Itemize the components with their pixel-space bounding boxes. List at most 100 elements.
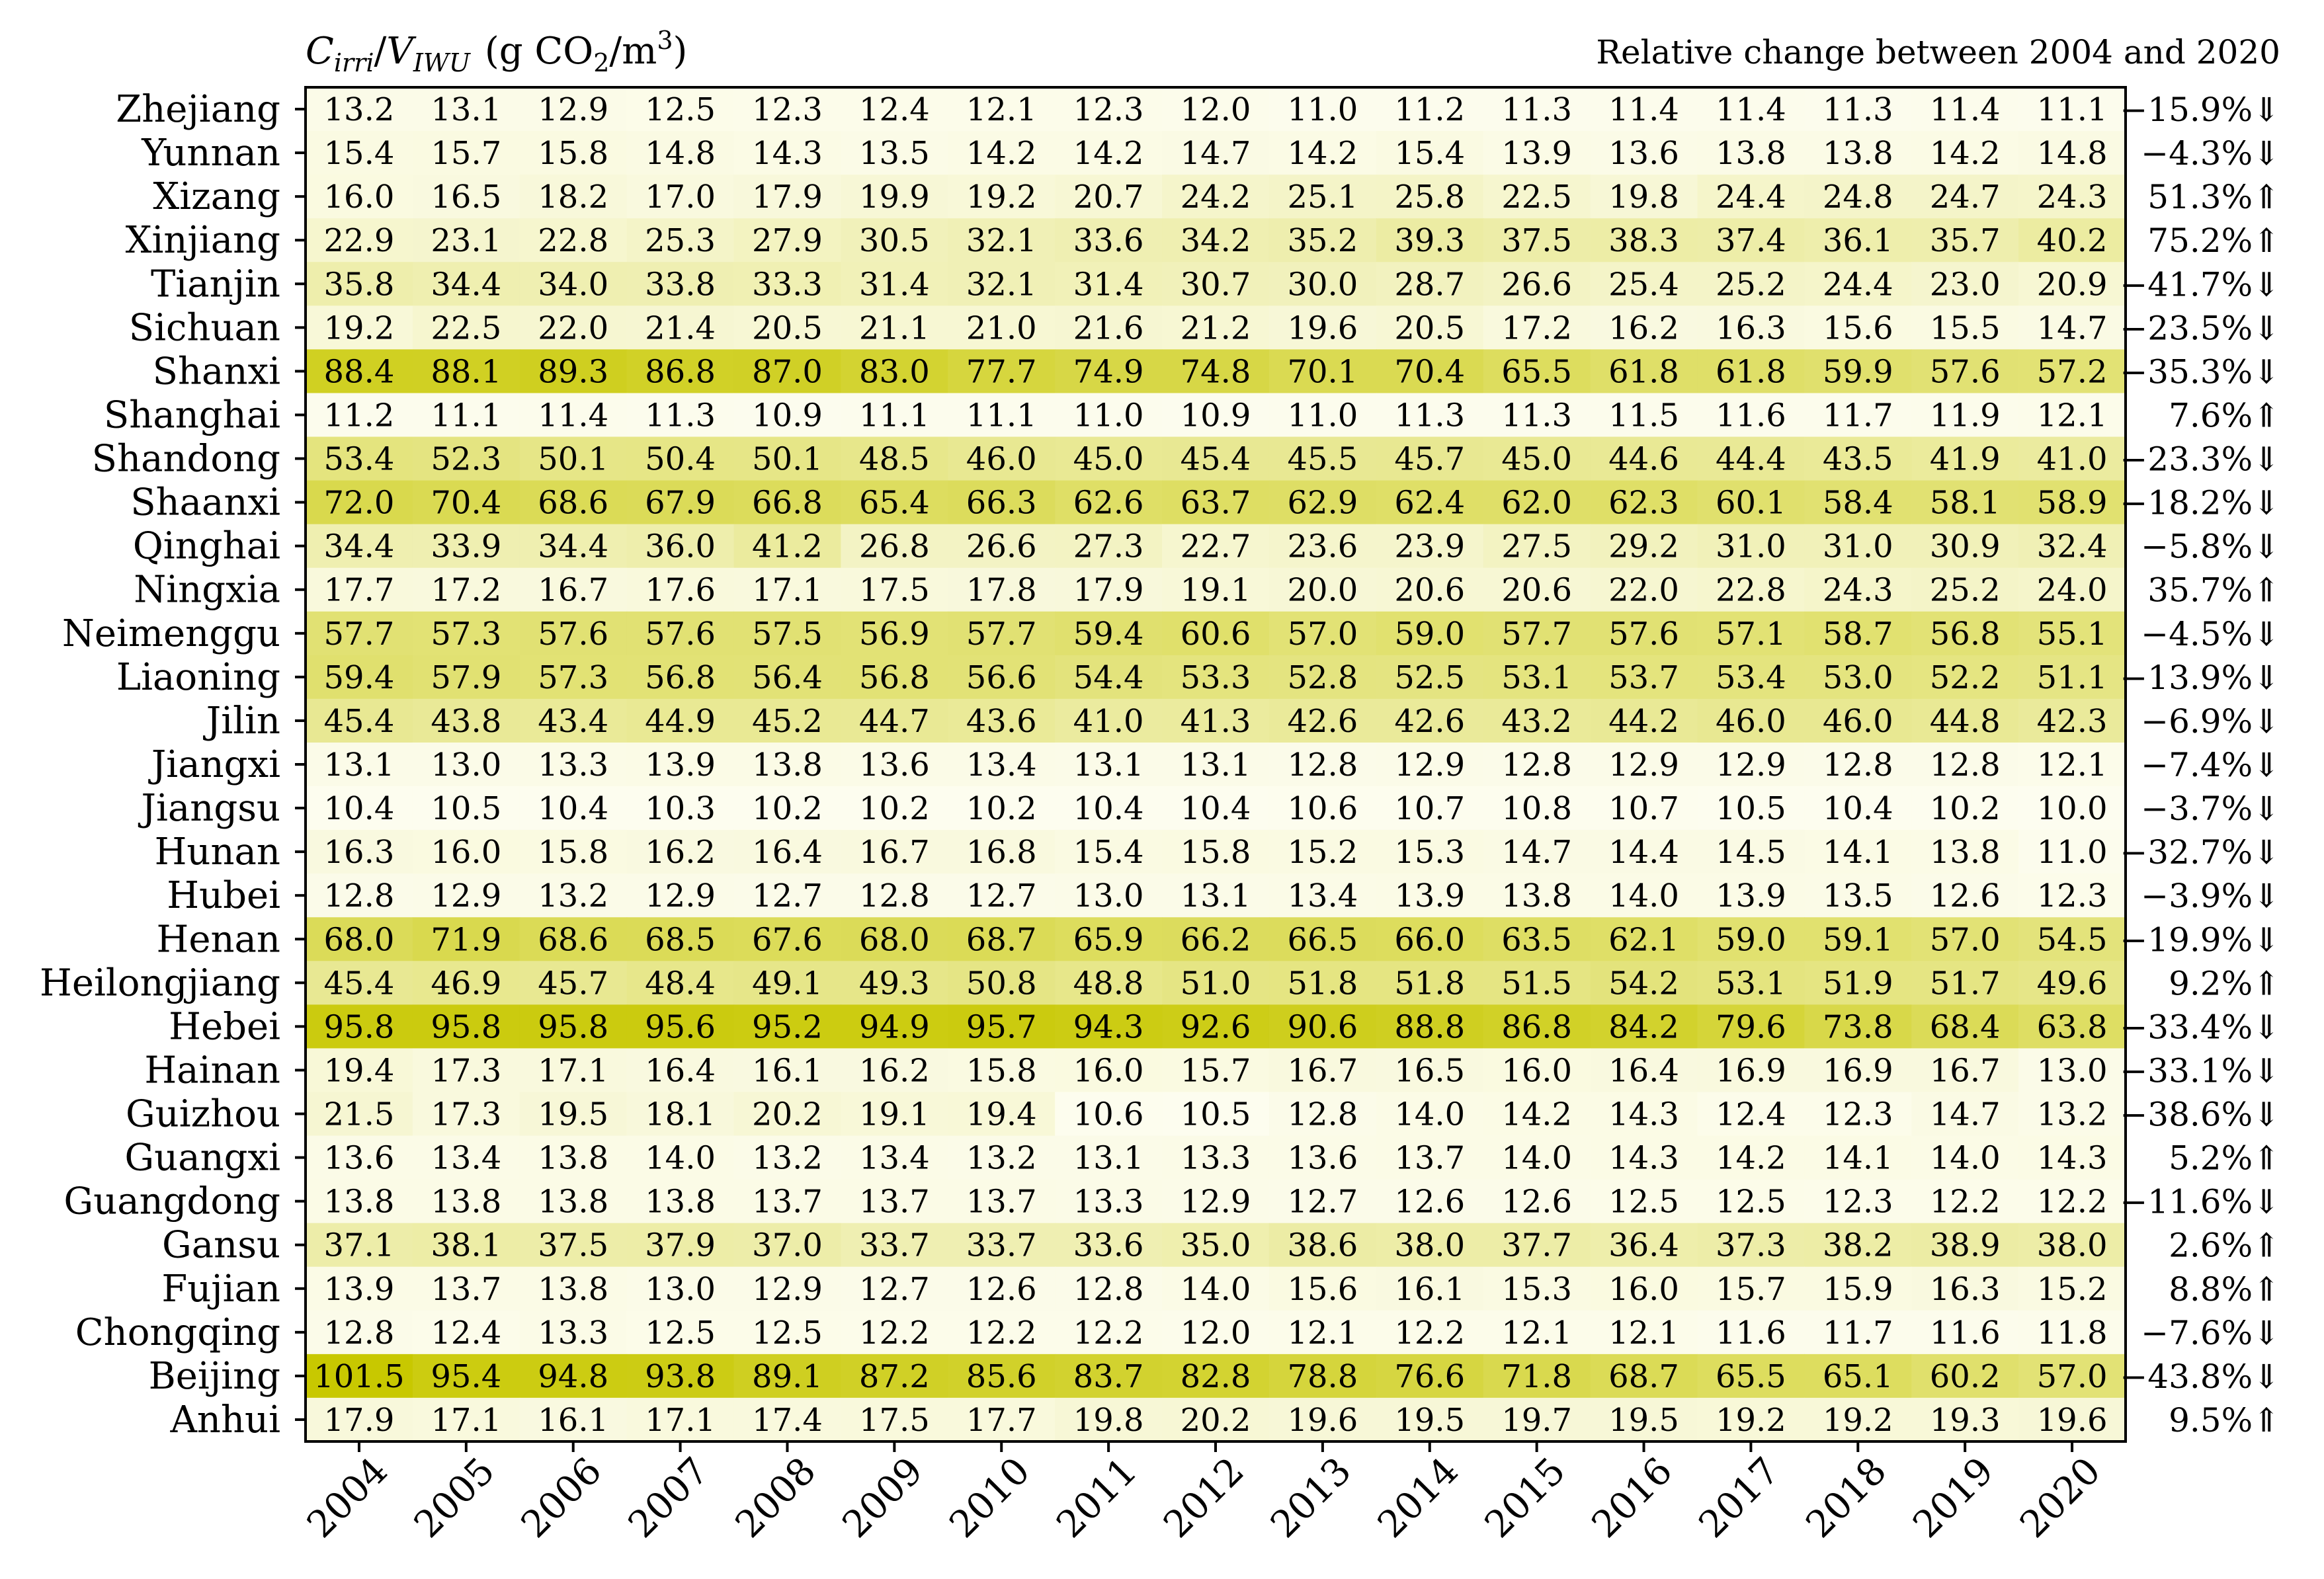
cell-value-label: 86.8 xyxy=(1501,1008,1572,1045)
cell-value-label: 93.8 xyxy=(645,1358,716,1395)
cell-value-label: 34.0 xyxy=(538,266,608,303)
cell-value-label: 13.8 xyxy=(752,747,823,784)
heatmap-cell xyxy=(1376,87,1484,132)
cell-value-label: 17.0 xyxy=(645,179,716,216)
year-label: 2010 xyxy=(941,1449,1038,1547)
cell-value-label: 16.1 xyxy=(538,1402,608,1439)
heatmap-cell xyxy=(519,1266,628,1311)
cell-value-label: 53.1 xyxy=(1716,965,1786,1002)
heatmap-cell xyxy=(1804,480,1912,525)
heatmap-cell xyxy=(1162,262,1270,306)
cell-value-label: 95.8 xyxy=(538,1008,608,1045)
heatmap-cell xyxy=(1268,349,1377,394)
heatmap-cell xyxy=(1911,218,2019,263)
heatmap-cell xyxy=(733,305,842,350)
province-label: Hainan xyxy=(144,1049,280,1092)
cell-value-label: 94.3 xyxy=(1073,1008,1144,1045)
heatmap-cell xyxy=(1055,567,1163,612)
heatmap-cell xyxy=(1483,436,1591,481)
cell-value-label: 21.5 xyxy=(324,1096,395,1133)
cell-value-label: 13.9 xyxy=(1394,877,1465,914)
cell-value-label: 14.7 xyxy=(2037,309,2108,346)
cell-value-label: 12.5 xyxy=(1608,1184,1679,1221)
cell-value-label: 33.7 xyxy=(859,1227,930,1264)
heatmap-cell xyxy=(1268,131,1377,175)
cell-value-label: 54.2 xyxy=(1608,965,1679,1002)
cell-value-label: 66.8 xyxy=(752,485,823,522)
heatmap-cell xyxy=(1590,1179,1698,1224)
heatmap-cell xyxy=(1911,1092,2019,1137)
heatmap-cell xyxy=(412,1310,520,1355)
heatmap-cell xyxy=(2018,698,2126,743)
heatmap-cell xyxy=(412,305,520,350)
heatmap-cell xyxy=(841,961,948,1005)
province-labels: ZhejiangYunnanXizangXinjiangTianjinSichu… xyxy=(40,88,306,1441)
cell-value-label: 30.7 xyxy=(1181,266,1251,303)
heatmap-cell xyxy=(1483,917,1591,961)
cell-value-label: 86.8 xyxy=(645,353,716,390)
cell-value-label: 40.2 xyxy=(2037,222,2108,259)
province-label: Jiangxi xyxy=(148,743,280,786)
cell-value-label: 30.9 xyxy=(1930,528,2001,565)
cell-value-label: 33.8 xyxy=(645,266,716,303)
province-label: Xinjiang xyxy=(126,219,280,262)
cell-value-label: 14.5 xyxy=(1716,834,1786,871)
cell-value-label: 17.1 xyxy=(645,1402,716,1439)
cell-value-label: 50.4 xyxy=(645,441,716,478)
province-label: Fujian xyxy=(161,1268,280,1311)
cell-value-label: 44.2 xyxy=(1608,703,1679,740)
cell-value-label: 12.8 xyxy=(1501,747,1572,784)
cell-value-label: 22.9 xyxy=(324,222,395,259)
cell-value-label: 89.3 xyxy=(538,353,608,390)
heatmap-cell xyxy=(1268,830,1377,874)
cell-value-label: 32.4 xyxy=(2037,528,2108,565)
cell-value-label: 11.1 xyxy=(966,397,1037,434)
cell-value-label: 20.7 xyxy=(1073,179,1144,216)
year-label: 2017 xyxy=(1691,1449,1788,1547)
cell-value-label: 19.4 xyxy=(966,1096,1037,1133)
cell-value-label: 13.0 xyxy=(1073,877,1144,914)
relative-change-label: −6.9%⇓ xyxy=(2141,702,2280,741)
cell-value-label: 13.6 xyxy=(324,1140,395,1177)
cell-value-label: 42.6 xyxy=(1287,703,1358,740)
cell-value-label: 15.7 xyxy=(1716,1271,1786,1308)
heatmap-cell xyxy=(1376,262,1484,306)
cell-value-label: 12.8 xyxy=(1823,747,1893,784)
heatmap-cell xyxy=(519,786,628,830)
heatmap-cell xyxy=(1268,262,1377,306)
heatmap-cell xyxy=(626,1310,735,1355)
relative-change-label: 75.2%⇑ xyxy=(2147,222,2280,260)
cell-value-label: 59.0 xyxy=(1716,921,1786,958)
cell-value-label: 83.0 xyxy=(859,353,930,390)
heatmap-cell xyxy=(948,742,1056,787)
heatmap-cell xyxy=(1697,436,1805,481)
cell-value-label: 51.1 xyxy=(2037,659,2108,696)
cell-value-label: 35.2 xyxy=(1287,222,1358,259)
cell-value-label: 13.4 xyxy=(859,1140,930,1177)
cell-value-label: 65.5 xyxy=(1501,353,1572,390)
heatmap-cell xyxy=(1590,655,1698,700)
cell-value-label: 41.3 xyxy=(1181,703,1251,740)
cell-value-label: 11.4 xyxy=(1930,91,2001,128)
heatmap-cell xyxy=(1268,524,1377,569)
cell-value-label: 46.0 xyxy=(966,441,1037,478)
heatmap-cell xyxy=(1911,1179,2019,1224)
relative-change-label: −11.6%⇓ xyxy=(2120,1183,2280,1221)
cell-value-label: 68.7 xyxy=(1608,1358,1679,1395)
cell-value-label: 57.6 xyxy=(538,616,608,653)
cell-value-label: 68.4 xyxy=(1930,1008,2001,1045)
relative-change-label: −19.9%⇓ xyxy=(2120,920,2280,959)
cell-value-label: 12.9 xyxy=(538,91,608,128)
cell-value-label: 51.7 xyxy=(1930,965,2001,1002)
cell-value-label: 50.8 xyxy=(966,965,1037,1002)
cell-value-label: 68.5 xyxy=(645,921,716,958)
cell-value-label: 16.0 xyxy=(324,179,395,216)
cell-value-label: 12.3 xyxy=(2037,877,2108,914)
cell-value-label: 16.7 xyxy=(859,834,930,871)
cell-value-label: 31.4 xyxy=(1073,266,1144,303)
heatmap-cell xyxy=(841,262,948,306)
cell-value-label: 57.2 xyxy=(2037,353,2108,390)
cell-value-label: 15.8 xyxy=(538,834,608,871)
heatmap-cell xyxy=(1162,1397,1270,1442)
heatmap-cell xyxy=(519,1223,628,1268)
